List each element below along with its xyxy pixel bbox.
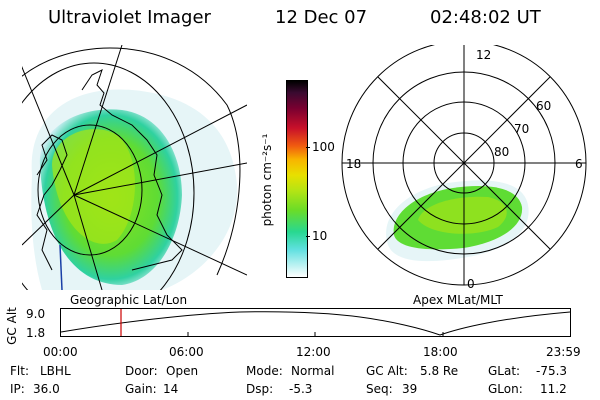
- status-gcalt-value: 5.8 Re: [420, 364, 459, 378]
- status-dsp-label: Dsp:: [246, 382, 274, 396]
- status-dsp-value: -5.3: [289, 382, 313, 396]
- altitude-ytick-min: 1.8: [26, 326, 46, 340]
- geographic-image: [22, 45, 247, 290]
- altitude-plot: [60, 308, 571, 337]
- colorbar-tickmark: [306, 147, 310, 148]
- header-time: 02:48:02 UT: [430, 7, 541, 28]
- status-glon-label: GLon:: [488, 382, 523, 396]
- altitude-xtick-1200: 12:00: [296, 345, 331, 359]
- status-seq-value: 39: [402, 382, 418, 396]
- app-title: Ultraviolet Imager: [48, 7, 211, 28]
- altitude-ylabel: GC Alt: [5, 307, 19, 345]
- mlt-label-6: 6: [575, 157, 583, 171]
- status-door-label: Door:: [125, 364, 158, 378]
- status-flt-value: LBHL: [40, 364, 71, 378]
- altitude-xtick-1800: 18:00: [423, 345, 458, 359]
- status-glon-value: 11.2: [540, 382, 567, 396]
- altitude-xtick-0000: 00:00: [43, 345, 78, 359]
- lat-label-70: 70: [514, 122, 529, 136]
- altitude-xtick-0600: 06:00: [169, 345, 204, 359]
- lat-label-60: 60: [536, 99, 551, 113]
- colorbar-tick-10: 10: [312, 229, 328, 243]
- colorbar-tickmark: [306, 236, 310, 237]
- status-glat-value: -75.3: [536, 364, 568, 378]
- colorbar-tick-100: 100: [312, 140, 335, 154]
- status-mode-label: Mode:: [246, 364, 283, 378]
- status-ip-value: 36.0: [33, 382, 60, 396]
- header-date: 12 Dec 07: [275, 7, 368, 28]
- lat-label-80: 80: [494, 145, 509, 159]
- colorbar-unit-label: photon cm⁻²s⁻¹: [260, 133, 274, 227]
- status-mode-value: Normal: [291, 364, 335, 378]
- status-ip-label: IP:: [10, 382, 25, 396]
- polar-plot: 12 18 6 0 60 70 80: [341, 45, 587, 291]
- mlt-label-18: 18: [346, 157, 361, 171]
- status-gain-value: 14: [163, 382, 179, 396]
- geographic-caption: Geographic Lat/Lon: [70, 293, 188, 307]
- status-glat-label: GLat:: [488, 364, 521, 378]
- status-seq-label: Seq:: [366, 382, 393, 396]
- status-gain-label: Gain:: [125, 382, 157, 396]
- altitude-curve: [60, 311, 571, 336]
- colorbar: [286, 80, 308, 278]
- polar-caption: Apex MLat/MLT: [413, 293, 503, 307]
- altitude-ytick-max: 9.0: [26, 307, 46, 321]
- status-door-value: Open: [166, 364, 199, 378]
- mlt-label-12: 12: [476, 48, 491, 62]
- status-gcalt-label: GC Alt:: [366, 364, 408, 378]
- altitude-xtick-2359: 23:59: [546, 345, 581, 359]
- mlt-label-0: 0: [467, 277, 475, 291]
- status-flt-label: Flt:: [10, 364, 29, 378]
